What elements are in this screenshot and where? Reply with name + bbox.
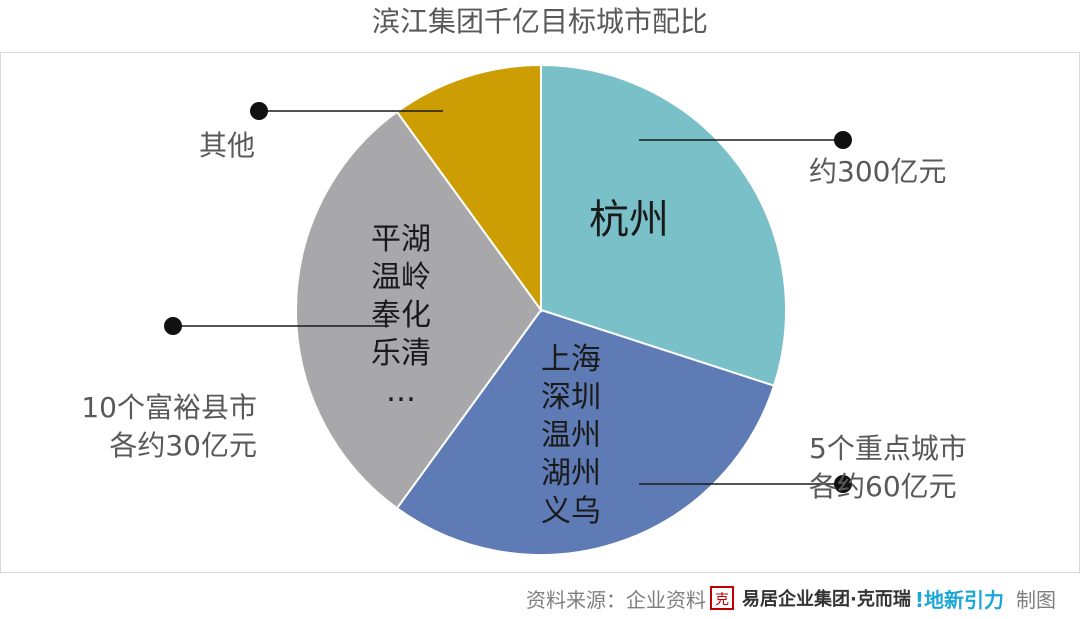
slice-label: 平湖温岭奉化乐清…	[371, 222, 431, 409]
cric-logo-text: 易居企业集团·克而瑞	[742, 589, 911, 610]
pie-slice	[540, 63, 787, 387]
annotation-text: 约300亿元	[809, 155, 947, 188]
annotation-text: 其他	[199, 129, 256, 162]
chart-title: 滨江集团千亿目标城市配比	[371, 5, 708, 38]
leader-dot	[834, 475, 852, 493]
annotation-key-cities: 5个重点城市 各约60亿元	[809, 392, 967, 506]
annotation-others: 其他	[199, 127, 255, 165]
xinyinli-logo: !地新引力	[914, 587, 1004, 612]
source-footer: 资料来源：企业资料 克 易居企业集团·克而瑞 !地新引力 制图	[522, 583, 1056, 613]
pie-slice	[395, 308, 776, 556]
chart-panel: 杭州上海深圳温州湖州义乌 平湖温岭奉化乐清… 约300亿元 5个重点城市 各约60…	[0, 52, 1080, 573]
footer-suffix: 制图	[1016, 587, 1056, 612]
annotation-hangzhou: 约300亿元	[809, 153, 946, 191]
pie-slice	[395, 63, 542, 314]
leader-dot	[250, 102, 268, 120]
leader-dot	[164, 317, 182, 335]
annotation-text: 10个富裕县市 各约30亿元	[81, 391, 257, 462]
source-label: 资料来源：企业资料	[526, 587, 707, 612]
slice-label: 上海深圳温州湖州义乌	[541, 342, 601, 529]
cric-seal-logo: 克	[710, 586, 735, 610]
pie-slice	[295, 110, 543, 510]
leader-dot	[834, 131, 852, 149]
annotation-text: 5个重点城市 各约60亿元	[809, 432, 967, 503]
annotation-rich-counties: 10个富裕县市 各约30亿元	[81, 351, 257, 465]
slice-label: 杭州	[589, 197, 669, 243]
